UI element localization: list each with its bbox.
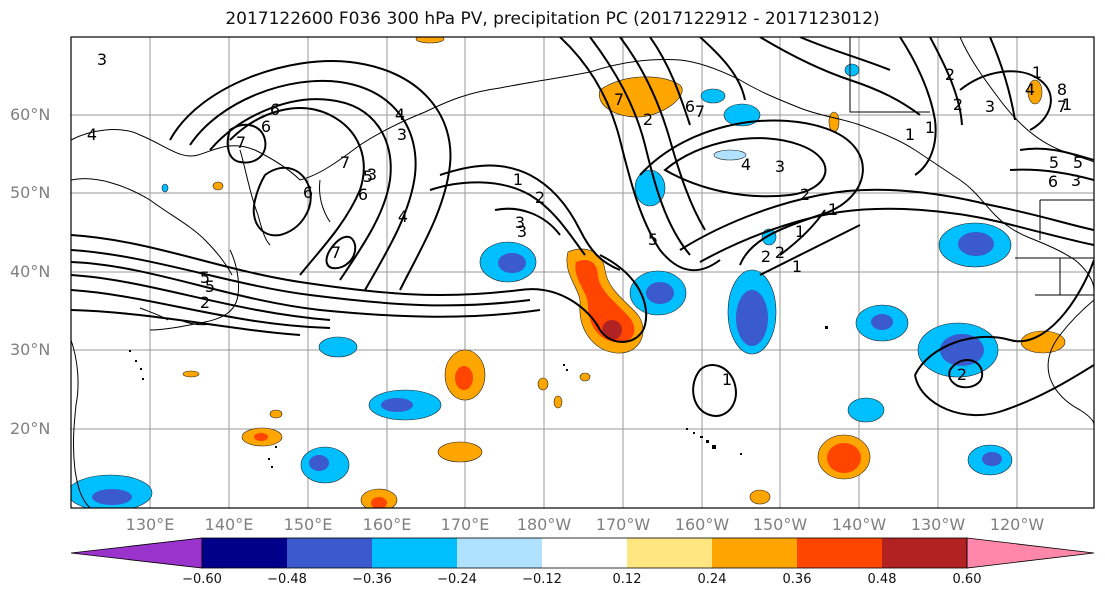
- contour-label: 5: [1049, 153, 1059, 172]
- contour-label: 1: [722, 370, 732, 389]
- contour-label: 5: [1073, 153, 1083, 172]
- contour-label: 6: [270, 100, 280, 119]
- lon-label: 140°W: [831, 515, 887, 534]
- contour-labels: 3 4 5 6 7 6 7 5 4 3 2 1 7 6 5 4 3 2 1 1 …: [87, 50, 1083, 389]
- contour-label: 2: [535, 188, 545, 207]
- contour-label: 4: [398, 207, 408, 226]
- contour-label: 2: [953, 95, 963, 114]
- contour-label: 6: [303, 183, 313, 202]
- contour-label: 2: [643, 110, 653, 129]
- coastlines: [71, 37, 1094, 508]
- contour-label: 4: [1025, 80, 1035, 99]
- colorbar-label: 0.12: [612, 572, 642, 587]
- colorbar-label: −0.12: [522, 572, 562, 587]
- contour-label: 3: [775, 157, 785, 176]
- lon-label: 170°W: [595, 515, 651, 534]
- contour-label: 6: [685, 97, 695, 116]
- contour-label: 8: [1057, 80, 1067, 99]
- lon-label: 170°E: [440, 515, 490, 534]
- pv-contours: [71, 37, 1094, 417]
- contour-label: 2: [800, 185, 810, 204]
- lon-label: 130°E: [125, 515, 175, 534]
- contour-label: 3: [97, 50, 107, 69]
- contour-label: 2: [200, 293, 210, 312]
- contour-label: 7: [1057, 97, 1067, 116]
- contour-label: 2: [761, 247, 771, 266]
- lon-label: 150°W: [752, 515, 808, 534]
- lon-label: 180°W: [516, 515, 572, 534]
- contour-label: 1: [925, 118, 935, 137]
- contour-label: 4: [395, 105, 405, 124]
- lon-label: 130°W: [910, 515, 966, 534]
- colorbar-label: 0.24: [697, 572, 727, 587]
- contour-label: 1: [828, 200, 838, 219]
- contour-label: 3: [985, 97, 995, 116]
- contour-label: 2: [957, 365, 967, 384]
- contour-label: 5: [363, 167, 373, 186]
- contour-label: 2: [945, 65, 955, 84]
- colorbar-label: −0.36: [352, 572, 392, 587]
- lon-label: 140°E: [204, 515, 254, 534]
- contour-label: 6: [1048, 172, 1058, 191]
- contour-label: 4: [87, 125, 97, 144]
- colorbar-label: 0.48: [867, 572, 897, 587]
- contour-label: 3: [515, 213, 525, 232]
- lon-label: 150°E: [283, 515, 333, 534]
- contour-label: 6: [358, 185, 368, 204]
- lat-label-40n: 40°N: [10, 262, 51, 281]
- lat-label-60n: 60°N: [10, 105, 51, 124]
- lon-label: 160°W: [674, 515, 730, 534]
- contour-label: 3: [367, 165, 377, 184]
- contour-label: 6: [261, 117, 271, 136]
- lon-label: 160°E: [362, 515, 412, 534]
- colorbar-label: −0.48: [267, 572, 307, 587]
- colorbar-label: 0.36: [782, 572, 812, 587]
- colorbar: [70, 537, 1095, 569]
- contour-label: 1: [795, 222, 805, 241]
- colorbar-label: −0.60: [182, 572, 222, 587]
- contour-label: 7: [331, 243, 341, 262]
- contour-label: 7: [236, 133, 246, 152]
- contour-label: 5: [200, 268, 210, 287]
- precip-shading: [71, 37, 1066, 508]
- contour-label: 7: [340, 153, 350, 172]
- lat-label-30n: 30°N: [10, 340, 51, 359]
- contour-label: 7: [614, 90, 624, 109]
- contour-label: 4: [741, 155, 751, 174]
- contour-label: 1: [1062, 95, 1072, 114]
- map-frame: [70, 36, 1095, 509]
- contour-label: 3: [517, 222, 527, 241]
- contour-label: 3: [397, 125, 407, 144]
- contour-label: 1: [792, 257, 802, 276]
- colorbar-label: 0.60: [952, 572, 982, 587]
- contour-label: 7: [695, 102, 705, 121]
- lon-label: 120°W: [989, 515, 1045, 534]
- lat-label-50n: 50°N: [10, 183, 51, 202]
- contour-label: 5: [648, 230, 658, 249]
- contour-label: 1: [905, 125, 915, 144]
- contour-label: 1: [1032, 63, 1042, 82]
- contour-label: 1: [513, 170, 523, 189]
- map-title: 2017122600 F036 300 hPa PV, precipitatio…: [225, 9, 880, 29]
- contour-label: 5: [205, 277, 215, 296]
- contour-label: 2: [775, 243, 785, 262]
- contour-label: 3: [1071, 171, 1081, 190]
- islands: [129, 326, 828, 468]
- lat-label-20n: 20°N: [10, 419, 51, 438]
- colorbar-label: −0.24: [437, 572, 477, 587]
